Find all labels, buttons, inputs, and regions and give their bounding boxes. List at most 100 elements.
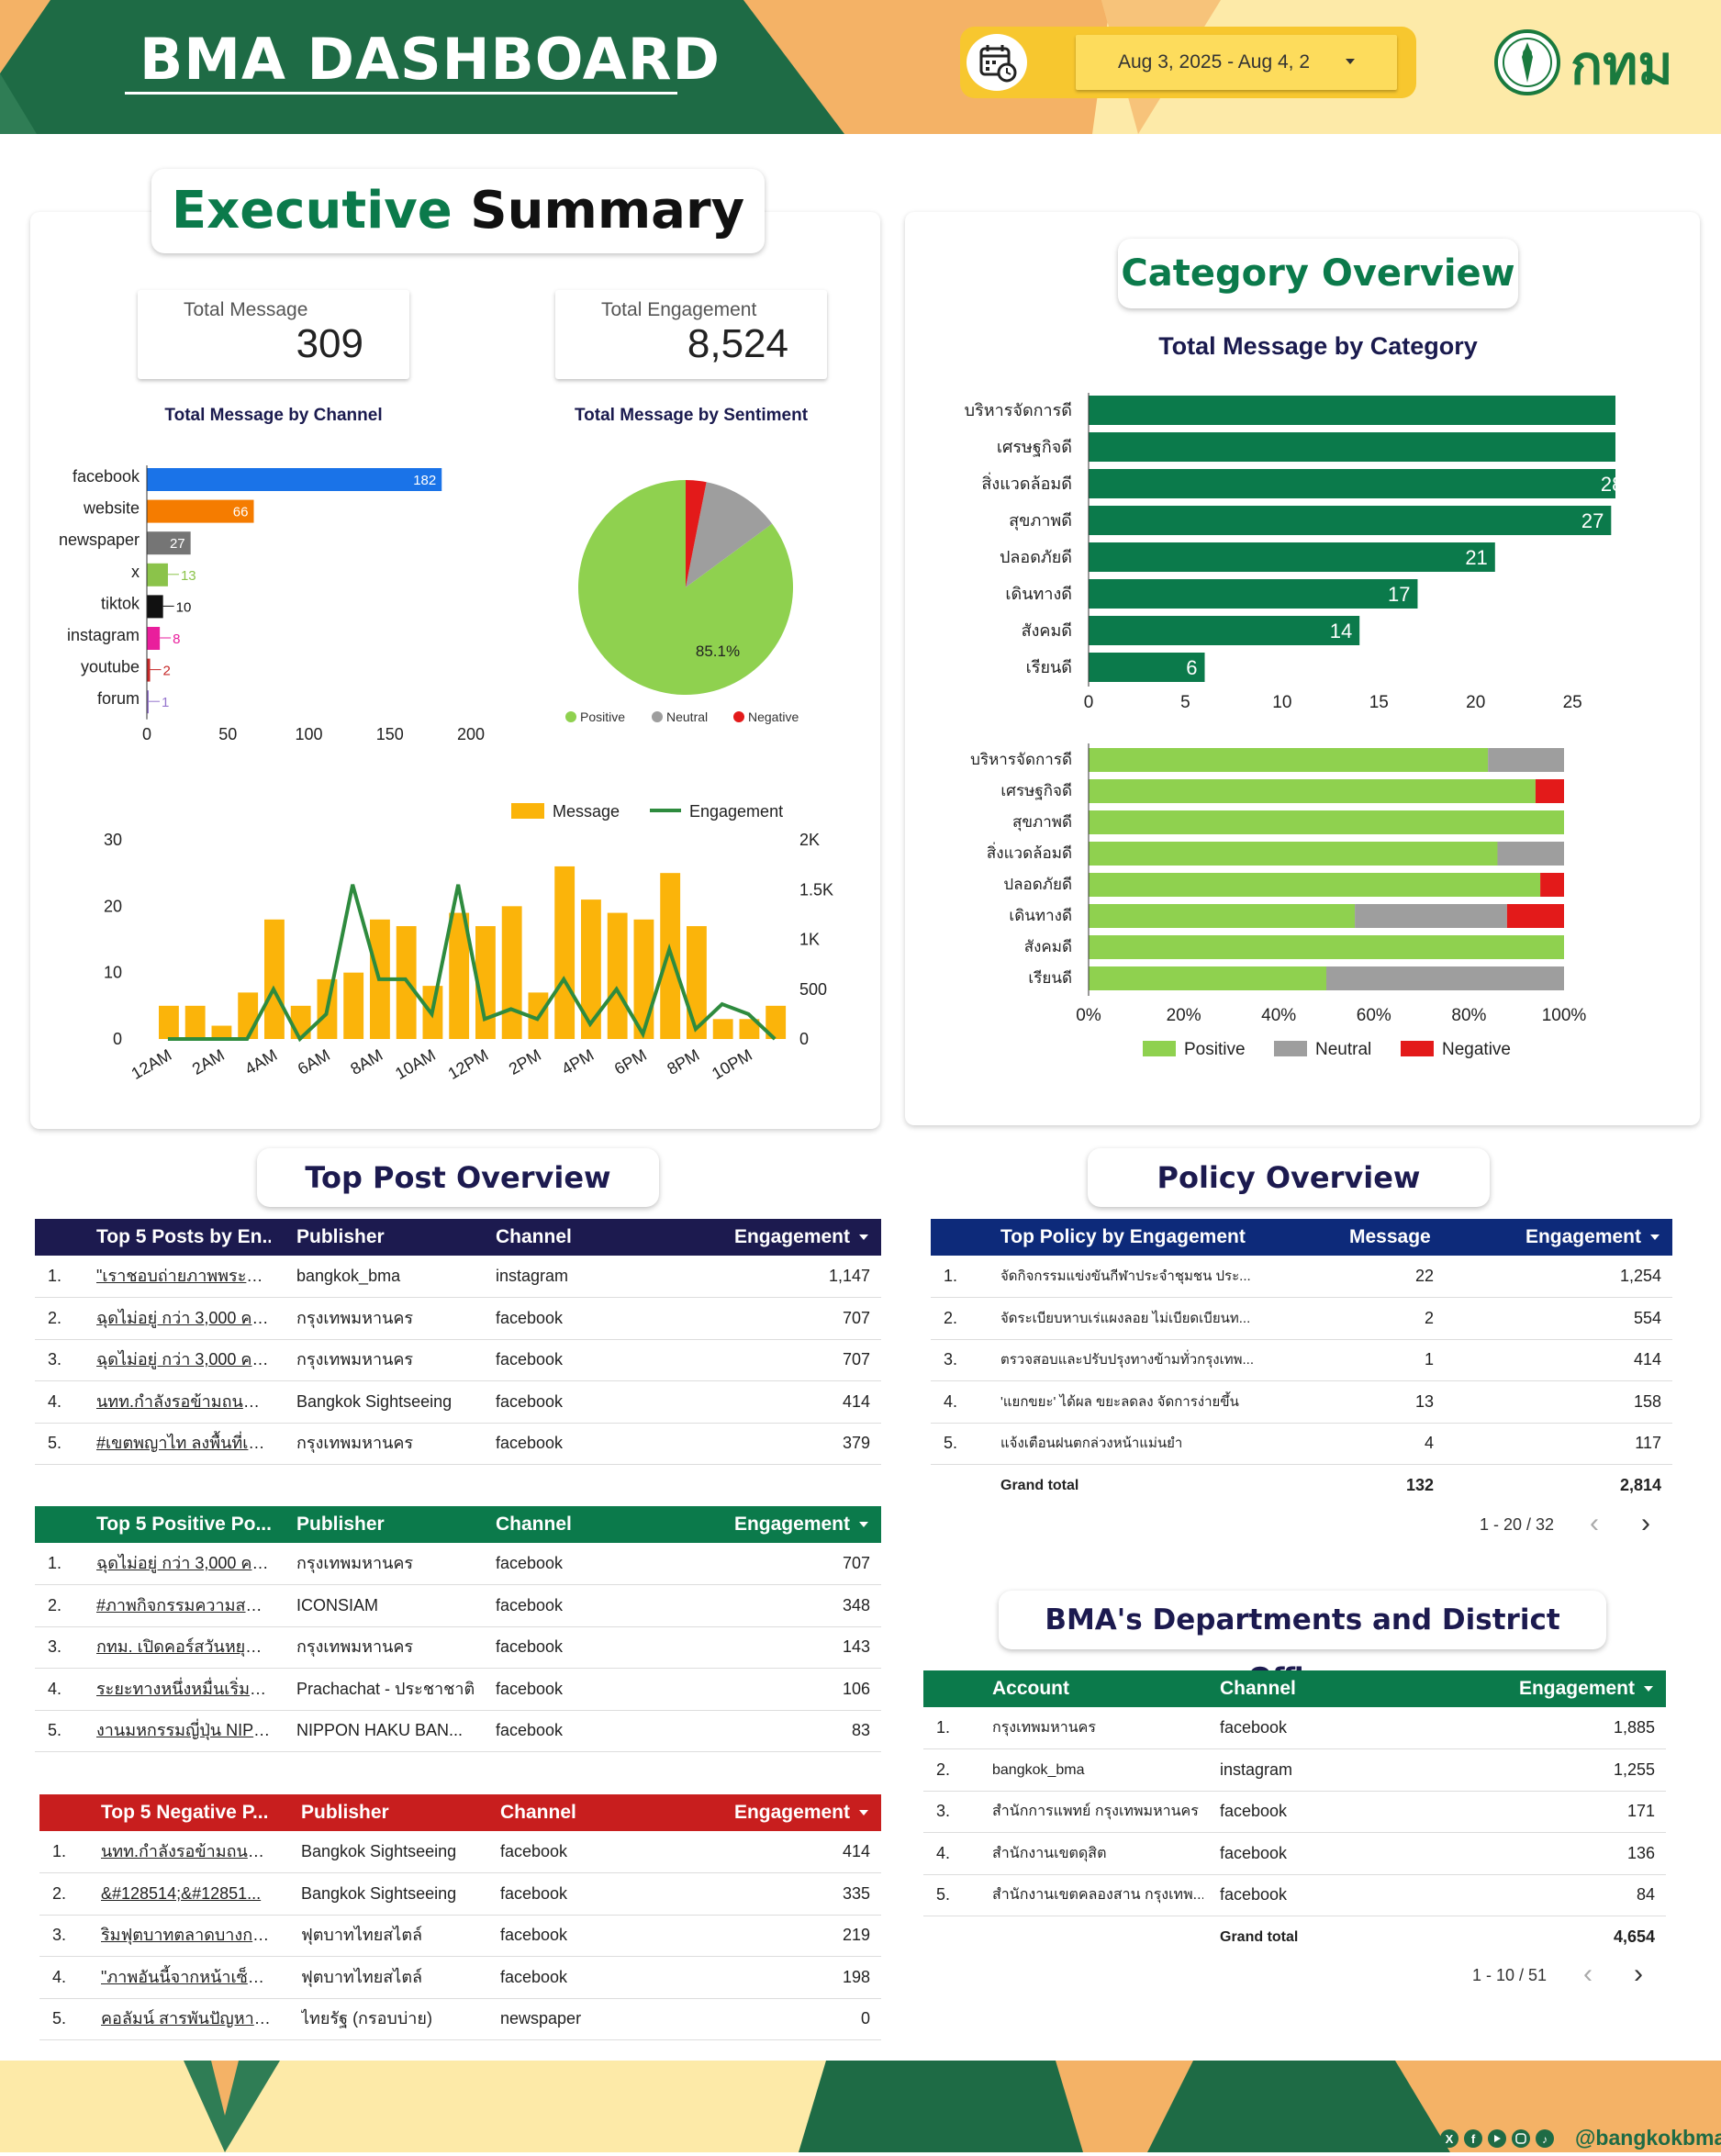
post-link[interactable]: นทท.กำลังรอข้ามถนนจนลั...	[101, 1842, 275, 1860]
post-link[interactable]: ริมฟุตบาทตลาดบางกะปิ ล...	[101, 1926, 275, 1944]
engagement-cell: 84	[1636, 1885, 1655, 1904]
x-tick-label: 6AM	[295, 1045, 333, 1078]
table-row[interactable]: 4. 'แยกขยะ' ได้ผล ขยะลดลง จัดการง่ายขึ้น 1…	[931, 1381, 1672, 1424]
post-link[interactable]: "เราชอบถ่ายภาพพระราชินี...	[96, 1267, 271, 1285]
table-row[interactable]: 3. ตรวจสอบและปรับปรุงทางข้ามทั่วกรุงเทพ..…	[931, 1339, 1672, 1381]
table-row[interactable]: 2. &#128514;&#12851... Bangkok Sightseeing…	[39, 1873, 881, 1916]
channel-cell: facebook	[496, 1679, 564, 1698]
x-tick-label: 150	[376, 725, 404, 743]
column-header-post[interactable]: Top 5 Negative P...	[101, 1802, 269, 1823]
column-header-publisher[interactable]: Publisher	[296, 1226, 385, 1247]
message-bar	[739, 1019, 760, 1039]
post-link[interactable]: "ภาพอันนี้จากหน้าเซ็นทรัล...	[101, 1967, 275, 1986]
table-row[interactable]: 5. แจ้งเตือนฝนตกล่วงหน้าแม่นยำ 4 117	[931, 1423, 1672, 1465]
column-header-publisher[interactable]: Publisher	[296, 1514, 385, 1535]
table-row[interactable]: 4. สำนักงานเขตดุสิต facebook 136	[923, 1833, 1666, 1875]
sort-desc-icon	[1644, 1686, 1653, 1692]
row-number: 1.	[936, 1718, 951, 1737]
column-header-engagement[interactable]: Engagement	[734, 1506, 868, 1543]
table-row[interactable]: 1. กรุงเทพมหานคร facebook 1,885	[923, 1707, 1666, 1749]
publisher-cell: กรุงเทพมหานคร	[296, 1554, 414, 1572]
post-link[interactable]: #เขตพญาไท ลงพื้นที่เก็บก...	[96, 1434, 271, 1452]
table-row[interactable]: 3. สำนักการแพทย์ กรุงเทพมหานคร facebook 171	[923, 1791, 1666, 1833]
next-page-icon[interactable]: ›	[1634, 1959, 1643, 1989]
table-row[interactable]: 1. จัดกิจกรรมแข่งขันกีฬาประจำชุมชน ประ...…	[931, 1256, 1672, 1298]
table-row[interactable]: 5. งานมหกรรมญี่ปุ่น NIPP... NIPPON HAKU BA…	[35, 1710, 881, 1752]
table-row[interactable]: 4. ระยะทางหนึ่งหมื่นเริ่มต้นที่ก้... Prach…	[35, 1669, 881, 1711]
account-cell: สำนักการแพทย์ กรุงเทพมหานคร	[992, 1804, 1199, 1819]
post-link[interactable]: &#128514;&#12851...	[101, 1883, 262, 1903]
table-row[interactable]: 4. นทท.กำลังรอข้ามถนนจนลั... Bangkok Sight…	[35, 1381, 881, 1424]
table-row[interactable]: 5. #เขตพญาไท ลงพื้นที่เก็บก... กรุงเทพมหาน…	[35, 1423, 881, 1465]
table-row[interactable]: 1. ฉุดไม่อยู่ กว่า 3,000 คน ... กรุงเทพมหา…	[35, 1543, 881, 1585]
column-header-account[interactable]: Account	[992, 1678, 1069, 1699]
message-bar	[184, 1005, 206, 1039]
date-range-selector[interactable]: Aug 3, 2025 - Aug 4, 2	[1076, 35, 1397, 90]
engagement-line	[167, 884, 777, 1043]
table-row[interactable]: 3. ริมฟุตบาทตลาดบางกะปิ ล... ฟุตบาทไทยสไตล…	[39, 1915, 881, 1957]
column-header-channel[interactable]: Channel	[496, 1514, 572, 1535]
x-icon[interactable]: X	[1440, 2129, 1458, 2148]
post-link[interactable]: ระยะทางหนึ่งหมื่นเริ่มต้นที่ก้...	[96, 1679, 271, 1698]
x-tick-label: 60%	[1357, 1006, 1391, 1025]
column-header-engagement[interactable]: Engagement	[1519, 1670, 1653, 1707]
sentiment-chart-title: Total Message by Sentiment	[574, 406, 809, 425]
data-label: 27	[170, 536, 185, 552]
facebook-icon[interactable]: f	[1464, 2129, 1482, 2148]
column-header-post[interactable]: Top 5 Posts by En...	[96, 1226, 271, 1247]
social-handle[interactable]: @bangkokbma	[1575, 2126, 1721, 2150]
column-header-policy[interactable]: Top Policy by Engagement	[1000, 1226, 1246, 1247]
publisher-cell: ไทยรัฐ (กรอบบ่าย)	[301, 2009, 432, 2028]
youtube-icon[interactable]	[1488, 2129, 1506, 2148]
stacked-segment	[1535, 779, 1564, 803]
grand-total-engagement: 4,654	[1613, 1927, 1655, 1946]
post-link[interactable]: กทม. เปิดคอร์สวันหยุด ติว...	[96, 1637, 271, 1656]
table-row[interactable]: 1. นทท.กำลังรอข้ามถนนจนลั... Bangkok Sight…	[39, 1831, 881, 1873]
column-header-channel[interactable]: Channel	[1220, 1678, 1296, 1699]
table-row[interactable]: 4. "ภาพอันนี้จากหน้าเซ็นทรัล... ฟุตบาทไทยส…	[39, 1957, 881, 1999]
table-header: Account Channel Engagement	[923, 1670, 1666, 1707]
post-link[interactable]: คอลัมน์ สารพันปัญหาสาระ...	[101, 2009, 275, 2028]
prev-page-icon[interactable]: ‹	[1590, 1508, 1599, 1538]
calendar-clock-icon[interactable]	[967, 34, 1027, 91]
table-row[interactable]: 5. สำนักงานเขตคลองสาน กรุงเทพ... facebook 8…	[923, 1874, 1666, 1916]
column-header-engagement[interactable]: Engagement	[734, 1219, 868, 1256]
post-link[interactable]: ฉุดไม่อยู่ กว่า 3,000 คน ...	[96, 1308, 271, 1327]
table-row[interactable]: 2. ฉุดไม่อยู่ กว่า 3,000 คน ... กรุงเทพมหา…	[35, 1298, 881, 1340]
y-right-tick-label: 2K	[799, 831, 820, 849]
column-header-engagement[interactable]: Engagement	[1525, 1219, 1660, 1256]
tiktok-icon[interactable]: ♪	[1536, 2129, 1554, 2148]
column-header-post[interactable]: Top 5 Positive Po...	[96, 1514, 271, 1535]
post-link[interactable]: #ภาพกิจกรรมความสนุกเห็...	[96, 1595, 271, 1614]
post-link[interactable]: ฉุดไม่อยู่ กว่า 3,000 คน ...	[96, 1350, 271, 1368]
bar	[147, 499, 254, 523]
next-page-icon[interactable]: ›	[1641, 1508, 1650, 1538]
column-header-engagement[interactable]: Engagement	[734, 1794, 868, 1831]
instagram-icon[interactable]	[1512, 2129, 1530, 2148]
table-row[interactable]: 2. bangkok_bma instagram 1,255	[923, 1749, 1666, 1792]
category-label: เศรษฐกิจดี	[1000, 782, 1072, 800]
table-row[interactable]: 2. จัดระเบียบหาบเร่แผงลอย ไม่เบียดเบียนท.…	[931, 1298, 1672, 1340]
post-link[interactable]: ฉุดไม่อยู่ กว่า 3,000 คน ...	[96, 1554, 271, 1572]
post-link[interactable]: งานมหกรรมญี่ปุ่น NIPP...	[96, 1721, 271, 1739]
table-row[interactable]: 1. "เราชอบถ่ายภาพพระราชินี... bangkok_bma i…	[35, 1256, 881, 1298]
row-number: 3.	[936, 1802, 951, 1820]
column-header-channel[interactable]: Channel	[496, 1226, 572, 1247]
table-row[interactable]: 2. #ภาพกิจกรรมความสนุกเห็... ICONSIAM faceb…	[35, 1585, 881, 1627]
table-row[interactable]: 3. ฉุดไม่อยู่ กว่า 3,000 คน ... กรุงเทพมหา…	[35, 1339, 881, 1381]
table-row[interactable]: 5. คอลัมน์ สารพันปัญหาสาระ... ไทยรัฐ (กรอบ…	[39, 1998, 881, 2040]
legend-label: Neutral	[666, 709, 708, 724]
column-header-publisher[interactable]: Publisher	[301, 1802, 389, 1823]
table-row[interactable]: 3. กทม. เปิดคอร์สวันหยุด ติว... กรุงเทพมหา…	[35, 1626, 881, 1669]
kpi-value: 8,524	[687, 321, 788, 366]
post-link[interactable]: นทท.กำลังรอข้ามถนนจนลั...	[96, 1391, 271, 1411]
channel-cell: facebook	[1220, 1718, 1288, 1737]
grand-total-row: Grand total 132 2,814	[931, 1465, 1672, 1506]
prev-page-icon[interactable]: ‹	[1583, 1959, 1592, 1989]
engagement-cell: 335	[842, 1883, 870, 1903]
message-cell: 4	[1424, 1434, 1434, 1452]
column-header-message[interactable]: Message	[1349, 1226, 1431, 1247]
message-bar	[449, 912, 470, 1039]
column-header-channel[interactable]: Channel	[500, 1802, 576, 1823]
